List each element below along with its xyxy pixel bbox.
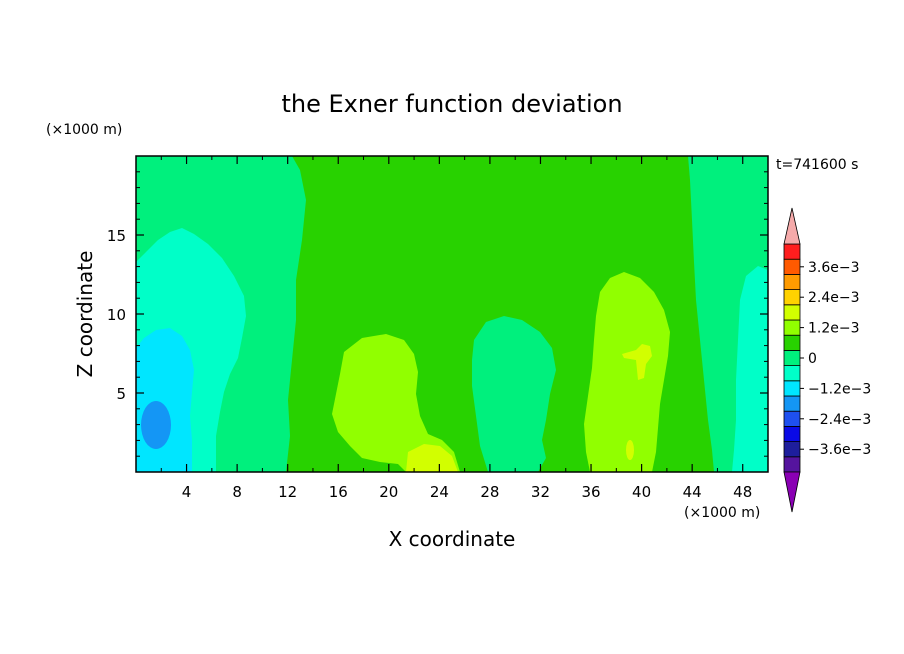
x-tick-label: 20 bbox=[379, 483, 398, 501]
field-region-left-aqua bbox=[136, 328, 194, 472]
colorbar-band bbox=[783, 258, 801, 275]
colorbar-tick-label: 2.4e−3 bbox=[808, 290, 860, 306]
colorbar-tick-label: −2.4e−3 bbox=[808, 412, 871, 428]
colorbar-band bbox=[783, 365, 801, 382]
colorbar-band bbox=[783, 289, 801, 306]
colorbar-band bbox=[783, 349, 801, 366]
colorbar-band bbox=[783, 395, 801, 412]
colorbar-band bbox=[783, 304, 801, 321]
x-tick-label: 36 bbox=[581, 483, 600, 501]
colorbar-tick-label: 1.2e−3 bbox=[808, 321, 860, 337]
x-tick-label: 8 bbox=[232, 483, 242, 501]
x-tick-label: 28 bbox=[480, 483, 499, 501]
x-unit-label: (×1000 m) bbox=[684, 505, 760, 521]
field-region-blue-cell bbox=[141, 401, 171, 449]
colorbar-tick-label: 3.6e−3 bbox=[808, 260, 860, 276]
y-tick-label: 10 bbox=[107, 306, 126, 324]
y-tick-label: 15 bbox=[107, 227, 126, 245]
colorbar-band bbox=[783, 441, 801, 458]
colorbar-tick-label: −1.2e−3 bbox=[808, 381, 871, 397]
x-tick-label: 16 bbox=[329, 483, 348, 501]
colorbar-under-arrow bbox=[783, 471, 801, 513]
colorbar-band bbox=[783, 410, 801, 427]
field-region-cell-39km-spot-low bbox=[626, 440, 634, 460]
y-tick-label: 5 bbox=[116, 385, 126, 403]
field-region-cell-39km bbox=[584, 272, 670, 472]
x-tick-label: 4 bbox=[182, 483, 192, 501]
colorbar-band bbox=[783, 243, 801, 260]
colorbar-tick-label: 0 bbox=[808, 351, 817, 367]
field-region-mid-teal bbox=[472, 316, 556, 472]
colorbar-band bbox=[783, 273, 801, 290]
x-tick-label: 40 bbox=[632, 483, 651, 501]
colorbar-over-arrow bbox=[783, 207, 801, 245]
colorbar-band bbox=[783, 456, 801, 473]
field-region-cell-20km-core bbox=[406, 444, 458, 472]
y-axis-label: Z coordinate bbox=[73, 251, 97, 378]
x-tick-label: 48 bbox=[733, 483, 752, 501]
x-tick-label: 12 bbox=[278, 483, 297, 501]
x-axis: 4 8 12 16 20 24 28 32 36 40 44 48 bbox=[160, 156, 752, 501]
colorbar-band bbox=[783, 425, 801, 442]
colorbar-tick-label: −3.6e−3 bbox=[808, 442, 871, 458]
colorbar: 3.6e−3 2.4e−3 1.2e−3 0 −1.2e−3 −2.4e−3 −3.6e−3 bbox=[783, 207, 871, 513]
plot-area bbox=[136, 156, 768, 472]
x-tick-label: 24 bbox=[430, 483, 449, 501]
colorbar-band bbox=[783, 380, 801, 397]
field-region-cell-20km bbox=[332, 334, 460, 472]
field-region-right-teal bbox=[732, 266, 768, 472]
chart-title: the Exner function deviation bbox=[281, 90, 622, 118]
colorbar-band bbox=[783, 319, 801, 336]
field-region-cell-39km-spot bbox=[622, 344, 652, 380]
x-tick-label: 44 bbox=[683, 483, 702, 501]
time-label: t=741600 s bbox=[776, 157, 858, 173]
colorbar-band bbox=[783, 334, 801, 351]
y-unit-label: (×1000 m) bbox=[46, 122, 122, 138]
x-tick-label: 32 bbox=[531, 483, 550, 501]
y-axis: 5 10 15 bbox=[107, 171, 768, 457]
x-axis-label: X coordinate bbox=[389, 527, 516, 551]
